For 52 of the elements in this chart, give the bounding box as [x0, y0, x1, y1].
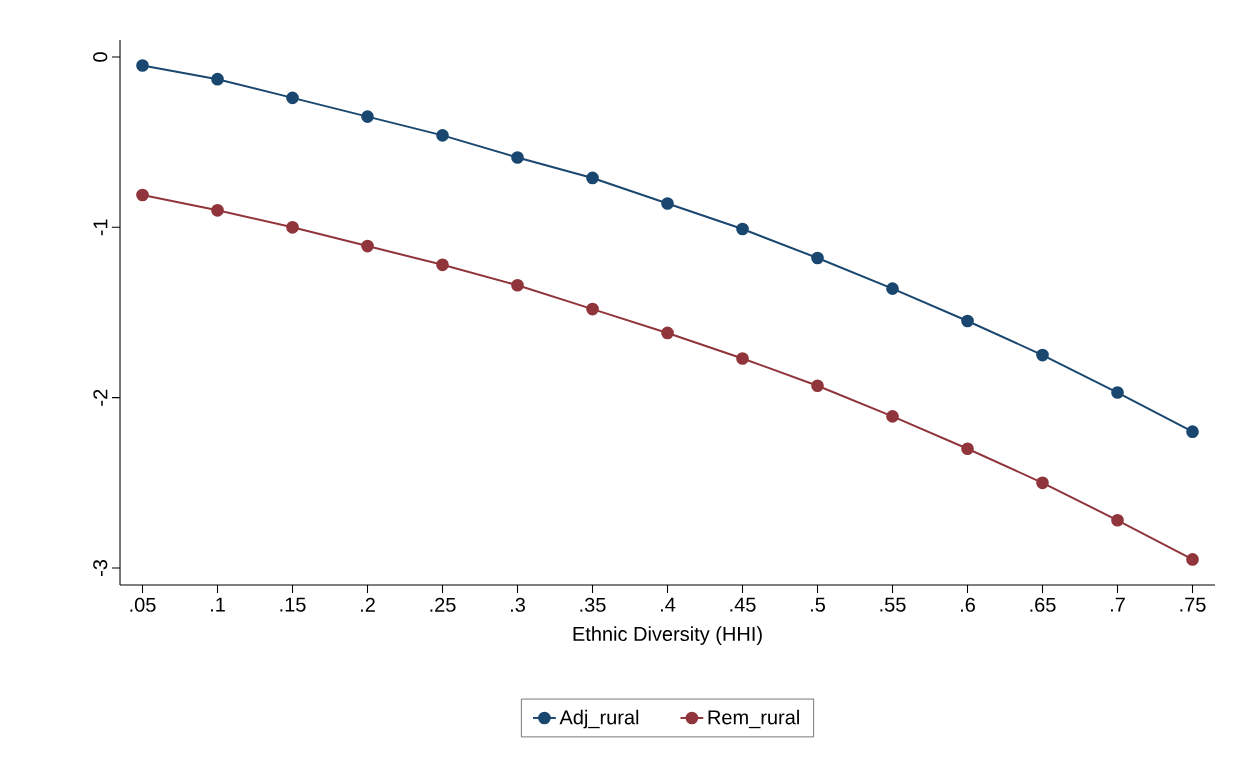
- point: [886, 410, 899, 423]
- point: [961, 314, 974, 328]
- y-tick-label: -3: [93, 559, 108, 576]
- point: [1036, 476, 1049, 490]
- point: [286, 221, 299, 234]
- point: [886, 282, 899, 295]
- x-tick-label: .45: [730, 597, 756, 612]
- y-tick-label: -2: [93, 389, 108, 406]
- y-tick-label: 0: [93, 52, 108, 62]
- x-tick-label: .25: [430, 597, 456, 612]
- point: [961, 442, 974, 456]
- point: [1186, 425, 1199, 439]
- point: [661, 197, 674, 210]
- legend-label: Adj_rural: [559, 709, 639, 729]
- x-tick-label: .65: [1030, 597, 1056, 612]
- x-axis-title: Ethnic Diversity (HHI): [573, 626, 762, 645]
- point: [211, 72, 224, 86]
- x-tick-label: .7: [1110, 597, 1125, 612]
- x-tick-label: .1: [210, 597, 225, 612]
- point: [511, 278, 524, 292]
- point: [511, 151, 524, 164]
- point: [586, 302, 599, 316]
- x-tick-label: .6: [960, 597, 975, 612]
- point: [136, 59, 149, 72]
- point: [211, 203, 224, 217]
- point: [811, 379, 824, 393]
- point: [361, 239, 374, 253]
- point: [811, 251, 824, 265]
- point: [361, 110, 374, 123]
- x-tick-label: .55: [880, 597, 906, 612]
- x-tick-label: .5: [810, 597, 826, 612]
- x-tick-label: .05: [130, 597, 156, 612]
- point: [586, 171, 599, 185]
- point: [661, 326, 674, 340]
- point: [436, 129, 449, 142]
- point: [736, 222, 749, 236]
- x-tick-label: .4: [660, 597, 676, 612]
- point: [1036, 348, 1049, 362]
- point: [286, 91, 299, 105]
- legend-label: Rem_rural: [708, 709, 799, 729]
- point: [736, 352, 749, 365]
- point: [1111, 386, 1124, 399]
- y-tick-label: -1: [93, 219, 108, 236]
- point: [436, 258, 449, 272]
- x-tick-label: .75: [1180, 597, 1206, 612]
- x-tick-label: .35: [580, 597, 606, 612]
- x-tick-label: .15: [280, 597, 306, 612]
- point: [136, 188, 149, 202]
- x-tick-label: .2: [360, 597, 375, 612]
- x-tick-label: .3: [510, 597, 525, 612]
- point: [1111, 513, 1124, 527]
- point: [1186, 553, 1199, 566]
